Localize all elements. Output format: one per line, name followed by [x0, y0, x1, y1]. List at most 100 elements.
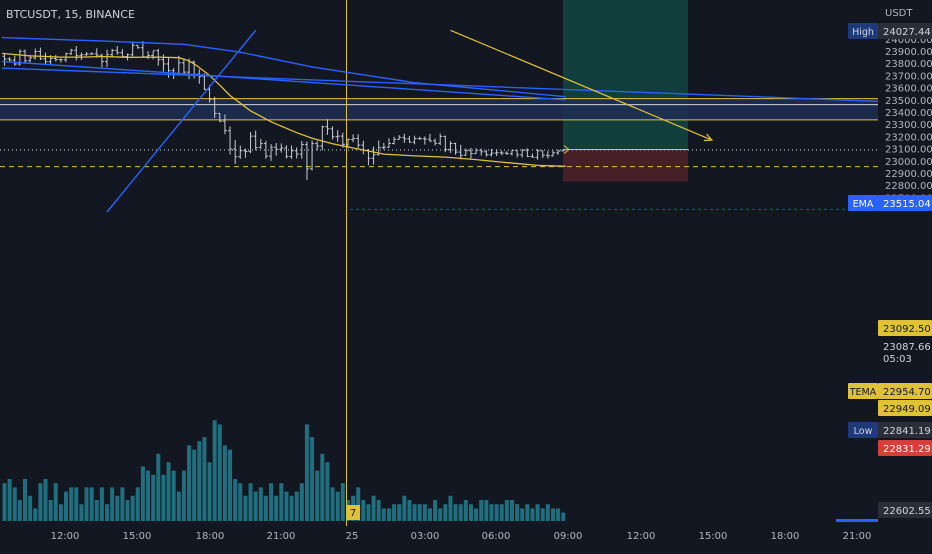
price-tag-value-bg — [878, 440, 932, 456]
volume-bar — [274, 495, 279, 521]
price-tag-name-bg — [848, 195, 878, 211]
volume-bar — [140, 466, 145, 521]
volume-bar — [23, 479, 28, 521]
volume-bar — [479, 500, 484, 521]
price-tag-name-bg — [848, 23, 878, 39]
price-tag-value-bg — [878, 502, 932, 518]
volume-bar — [156, 453, 161, 521]
volume-bar — [463, 500, 468, 521]
volume-bar — [43, 479, 48, 521]
y-tick-label: 23300.00 — [885, 120, 932, 131]
x-tick-label: 12:00 — [627, 531, 656, 542]
volume-bar — [120, 487, 125, 521]
volume-bar — [233, 479, 238, 521]
volume-bar — [53, 483, 58, 521]
price-tag-name: TEMA — [849, 387, 877, 398]
volume-bar — [325, 462, 330, 521]
volume-bar — [494, 504, 499, 521]
volume-bar — [289, 495, 294, 521]
volume-bar — [222, 445, 227, 521]
x-tick-label: 18:00 — [771, 531, 800, 542]
volume-bar — [361, 500, 366, 521]
price-tag-value: 22831.29 — [883, 444, 931, 455]
volume-bar — [151, 474, 156, 521]
volume-bar — [320, 453, 325, 521]
volume-bar — [146, 470, 151, 521]
volume-bar — [392, 504, 397, 521]
volume-bar — [94, 500, 99, 521]
volume-bar — [69, 487, 74, 521]
price-tag-countdown: 05:03 — [883, 354, 912, 365]
price-tag-value-7: 22831.29 — [878, 440, 932, 456]
price-tag-value: 22841.19 — [883, 426, 931, 437]
price-tag-value-bg — [878, 195, 932, 211]
volume-bar — [238, 483, 243, 521]
volume-bar — [381, 508, 386, 521]
y-tick-label: 23000.00 — [885, 157, 932, 168]
volume-bar — [294, 491, 299, 521]
volume-bar — [412, 504, 417, 521]
volume-bar — [38, 483, 43, 521]
volume-bar — [530, 508, 535, 521]
volume-bar — [443, 504, 448, 521]
volume-bar — [540, 508, 545, 521]
trend-line-steep-blue — [106, 29, 257, 213]
x-tick-label: 25 — [346, 531, 359, 542]
x-tick-label: 03:00 — [411, 531, 440, 542]
price-tag-value: 23092.50 — [883, 324, 931, 335]
volume-bar — [304, 424, 309, 521]
volume-bar — [448, 495, 453, 521]
y-tick-label: 23400.00 — [885, 108, 932, 119]
crosshair-label: 7 — [346, 505, 360, 520]
volume-bar — [130, 495, 135, 521]
price-tag-name-bg — [848, 383, 878, 399]
volume-bar — [299, 483, 304, 521]
volume-bar — [407, 500, 412, 521]
volume-bar — [330, 487, 335, 521]
price-tag-value-2: 23092.50 — [878, 320, 932, 336]
y-tick-label: 22900.00 — [885, 169, 932, 180]
price-tag-value: 22949.09 — [883, 404, 931, 415]
volume-bar — [556, 508, 561, 521]
price-axis: USDT22700.0022800.0022900.0023000.002310… — [848, 0, 932, 550]
y-tick-label: 23200.00 — [885, 132, 932, 143]
volume-bar — [489, 504, 494, 521]
volume-bar — [33, 508, 38, 521]
y-tick-label: 23600.00 — [885, 84, 932, 95]
x-tick-label: 12:00 — [51, 531, 80, 542]
target-zone — [563, 0, 688, 150]
price-tag-ema-1: EMA 23515.04 — [848, 195, 932, 211]
volume-bar — [74, 487, 79, 521]
symbol-label: BTCUSDT, 15, BINANCE — [6, 8, 135, 21]
volume-bar — [253, 491, 258, 521]
volume-bar — [504, 500, 509, 521]
volume-series — [2, 420, 566, 521]
projection-arrow — [450, 29, 713, 141]
volume-bar — [366, 504, 371, 521]
volume-bar — [243, 495, 248, 521]
y-tick-label: 23500.00 — [885, 96, 932, 107]
volume-bar — [171, 470, 176, 521]
volume-bar — [509, 500, 514, 521]
volume-bar — [310, 437, 315, 521]
volume-bar — [417, 504, 422, 521]
volume-bar — [468, 504, 473, 521]
volume-bar — [376, 500, 381, 521]
volume-bar — [340, 483, 345, 521]
price-tag-value-5: 22949.09 — [878, 400, 932, 416]
volume-bar — [181, 470, 186, 521]
y-tick-label: 22800.00 — [885, 181, 932, 192]
volume-bar — [427, 508, 432, 521]
volume-bar — [115, 495, 120, 521]
axis-unit-label: USDT — [885, 8, 913, 19]
volume-bar — [284, 491, 289, 521]
y-tick-label: 23800.00 — [885, 59, 932, 70]
volume-bar — [58, 504, 63, 521]
volume-bar — [187, 445, 192, 521]
volume-bar — [135, 487, 140, 521]
volume-bar — [202, 437, 207, 521]
volume-bar — [356, 487, 361, 521]
volume-bar — [515, 504, 520, 521]
